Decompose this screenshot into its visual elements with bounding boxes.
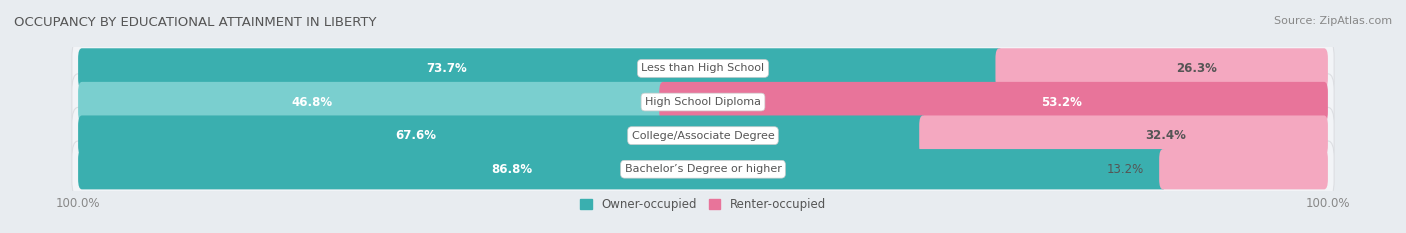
- Text: 46.8%: 46.8%: [291, 96, 333, 109]
- FancyBboxPatch shape: [79, 48, 1002, 89]
- Text: OCCUPANCY BY EDUCATIONAL ATTAINMENT IN LIBERTY: OCCUPANCY BY EDUCATIONAL ATTAINMENT IN L…: [14, 16, 377, 29]
- FancyBboxPatch shape: [1159, 149, 1327, 189]
- FancyBboxPatch shape: [79, 149, 1167, 189]
- FancyBboxPatch shape: [995, 48, 1327, 89]
- Legend: Owner-occupied, Renter-occupied: Owner-occupied, Renter-occupied: [579, 198, 827, 211]
- Text: 73.7%: 73.7%: [426, 62, 467, 75]
- FancyBboxPatch shape: [72, 141, 1334, 197]
- Text: 86.8%: 86.8%: [492, 163, 533, 176]
- FancyBboxPatch shape: [920, 116, 1327, 156]
- FancyBboxPatch shape: [659, 82, 1327, 122]
- Text: Bachelor’s Degree or higher: Bachelor’s Degree or higher: [624, 164, 782, 174]
- Text: Less than High School: Less than High School: [641, 63, 765, 73]
- Text: 26.3%: 26.3%: [1175, 62, 1216, 75]
- Text: 13.2%: 13.2%: [1107, 163, 1144, 176]
- Text: 53.2%: 53.2%: [1042, 96, 1083, 109]
- FancyBboxPatch shape: [72, 40, 1334, 97]
- Text: 67.6%: 67.6%: [395, 129, 436, 142]
- FancyBboxPatch shape: [79, 116, 927, 156]
- Text: College/Associate Degree: College/Associate Degree: [631, 131, 775, 141]
- Text: High School Diploma: High School Diploma: [645, 97, 761, 107]
- FancyBboxPatch shape: [72, 74, 1334, 130]
- Text: 32.4%: 32.4%: [1146, 129, 1187, 142]
- Text: Source: ZipAtlas.com: Source: ZipAtlas.com: [1274, 16, 1392, 26]
- FancyBboxPatch shape: [79, 82, 666, 122]
- FancyBboxPatch shape: [72, 107, 1334, 164]
